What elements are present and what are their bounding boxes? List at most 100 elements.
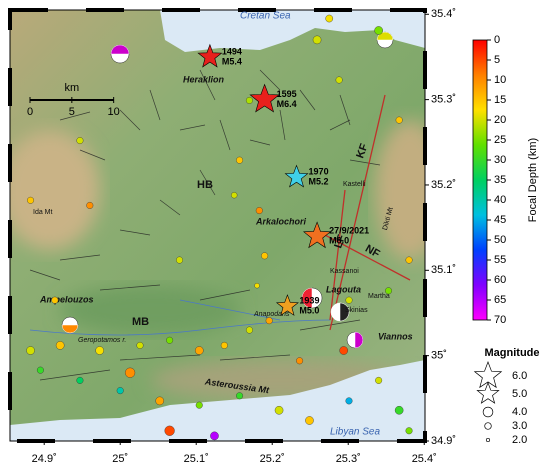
event-magnitude: M5.4 [222,56,242,66]
earthquake [254,282,260,289]
colorbar-tick-label: 45 [494,214,506,226]
earthquake [245,326,253,334]
place-label: Heraklion [183,74,225,84]
place-label: Viannos [378,331,413,341]
earthquake [339,346,348,355]
colorbar-tick-label: 55 [494,254,506,266]
colorbar-tick-label: 70 [494,314,506,326]
earthquake [405,427,413,435]
legend-label: 6.0 [512,370,527,382]
colorbar-tick-label: 25 [494,134,506,146]
place-label: Martha [368,293,390,300]
earthquake [245,96,253,104]
colorbar-tick-label: 5 [494,54,500,66]
colorbar-tick-label: 60 [494,274,506,286]
x-tick-label: 25.3˚ [336,453,361,465]
historical-event [197,43,223,68]
fault-label: LF [332,233,348,250]
map-border [9,9,426,442]
colorbar-tick-label: 40 [494,194,506,206]
earthquake [312,35,322,45]
earthquake [385,287,393,295]
terrain [10,10,425,441]
earthquake [210,431,219,441]
place-label: Arkalochori [255,216,307,226]
x-tick-label: 25.2˚ [260,453,285,465]
place-label: Lagouta [326,284,361,294]
earthquake [155,396,165,406]
earthquake [36,366,44,374]
y-tick-label: 35.3˚ [431,94,456,106]
fault-label: KF [354,142,370,160]
legend-label: 4.0 [512,406,527,418]
earthquake [116,387,124,395]
y-tick-label: 34.9˚ [431,435,456,447]
event-date: 1939 [299,296,319,306]
place-label: Ampelouzos [39,294,94,304]
river-label: Anapodaris [253,311,290,318]
event-date: 27/9/2021 [329,226,369,236]
earthquake [335,76,343,84]
historical-event [302,221,332,249]
place-label: HB [197,179,213,191]
legend-label: 5.0 [512,388,527,400]
colorbar-tick-label: 20 [494,114,506,126]
legend-circle [482,406,494,418]
historical-event [284,164,309,188]
earthquake [27,196,35,204]
historical-event [275,294,299,316]
scalebar-label: 0 [27,106,33,118]
earthquake [374,26,383,35]
event-date: 1595 [277,89,297,99]
earthquake [220,341,228,349]
earthquake [164,425,175,436]
earthquake [236,392,244,400]
colorbar [472,39,488,321]
earthquake [405,256,413,264]
earthquake [194,346,204,355]
river-label: Geropotamos r. [78,337,126,344]
event-date: 1970 [309,167,329,177]
sea-label: Libyan Sea [330,427,380,438]
event-magnitude: M5.0 [299,306,319,316]
legend-label: 3.0 [512,420,527,432]
sea-label: Cretan Sea [240,11,291,22]
place-label: Skinias [345,307,368,314]
legend-circle [485,437,491,443]
y-tick-label: 35.1˚ [431,264,456,276]
earthquake [395,116,403,124]
earthquake [296,357,304,365]
scalebar-unit: km [64,82,79,94]
colorbar-tick-label: 30 [494,154,506,166]
x-tick-label: 25˚ [112,453,128,465]
scalebar-label: 5 [69,106,75,118]
colorbar-title: Focal Depth (km) [527,138,539,222]
earthquake [175,256,183,264]
earthquake [124,367,136,378]
earthquake [231,192,238,199]
earthquake [95,346,104,355]
place-label: Kastelli [343,181,366,188]
earthquake [195,401,203,409]
quakes [26,14,413,441]
x-tick-label: 25.4˚ [412,453,437,465]
earthquake [76,137,84,145]
legend-star [476,381,500,404]
event-date: 1494 [222,46,242,56]
earthquake [305,416,314,425]
earthquake [261,252,269,260]
colorbar-tick-label: 15 [494,94,506,106]
colorbar-tick-label: 35 [494,174,506,186]
earthquake [325,14,334,23]
earthquake [265,317,273,325]
legend-circle [484,422,492,430]
legend-label: 2.0 [512,434,527,446]
earthquake [255,207,263,215]
legend-title: Magnitude [485,347,540,359]
place-label: Ida Mt [33,209,53,216]
earthquake [55,341,65,350]
event-magnitude: M6.4 [277,99,297,109]
place-label: Kassanoi [330,268,359,275]
historical-event [249,83,280,113]
earthquake [345,397,353,405]
